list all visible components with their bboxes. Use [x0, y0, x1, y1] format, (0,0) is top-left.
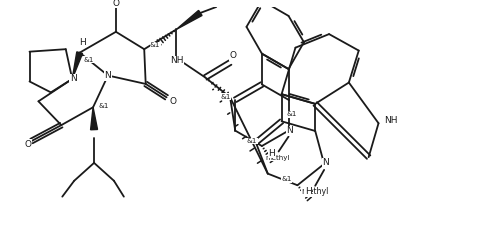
Text: NH: NH	[384, 116, 398, 125]
Text: O: O	[24, 139, 31, 149]
Polygon shape	[72, 52, 83, 79]
Polygon shape	[177, 10, 202, 29]
Text: &1: &1	[286, 111, 297, 117]
Text: N: N	[70, 75, 77, 83]
Text: methyl: methyl	[302, 187, 329, 196]
Text: &1: &1	[84, 57, 94, 63]
Text: H: H	[269, 149, 275, 158]
Text: O: O	[229, 51, 236, 60]
Text: N: N	[322, 158, 329, 168]
Text: methyl: methyl	[266, 155, 290, 161]
Text: &1: &1	[247, 138, 257, 144]
Polygon shape	[91, 107, 97, 130]
Text: N: N	[105, 71, 111, 80]
Text: O: O	[112, 0, 120, 8]
Text: N: N	[286, 126, 293, 135]
Text: O: O	[169, 97, 176, 106]
Text: &1: &1	[220, 94, 230, 100]
Text: &1: &1	[281, 176, 292, 182]
Text: &1: &1	[150, 42, 160, 48]
Text: &1: &1	[99, 103, 109, 109]
Text: NH: NH	[170, 56, 183, 65]
Text: H: H	[79, 38, 86, 47]
Text: H: H	[305, 187, 312, 196]
